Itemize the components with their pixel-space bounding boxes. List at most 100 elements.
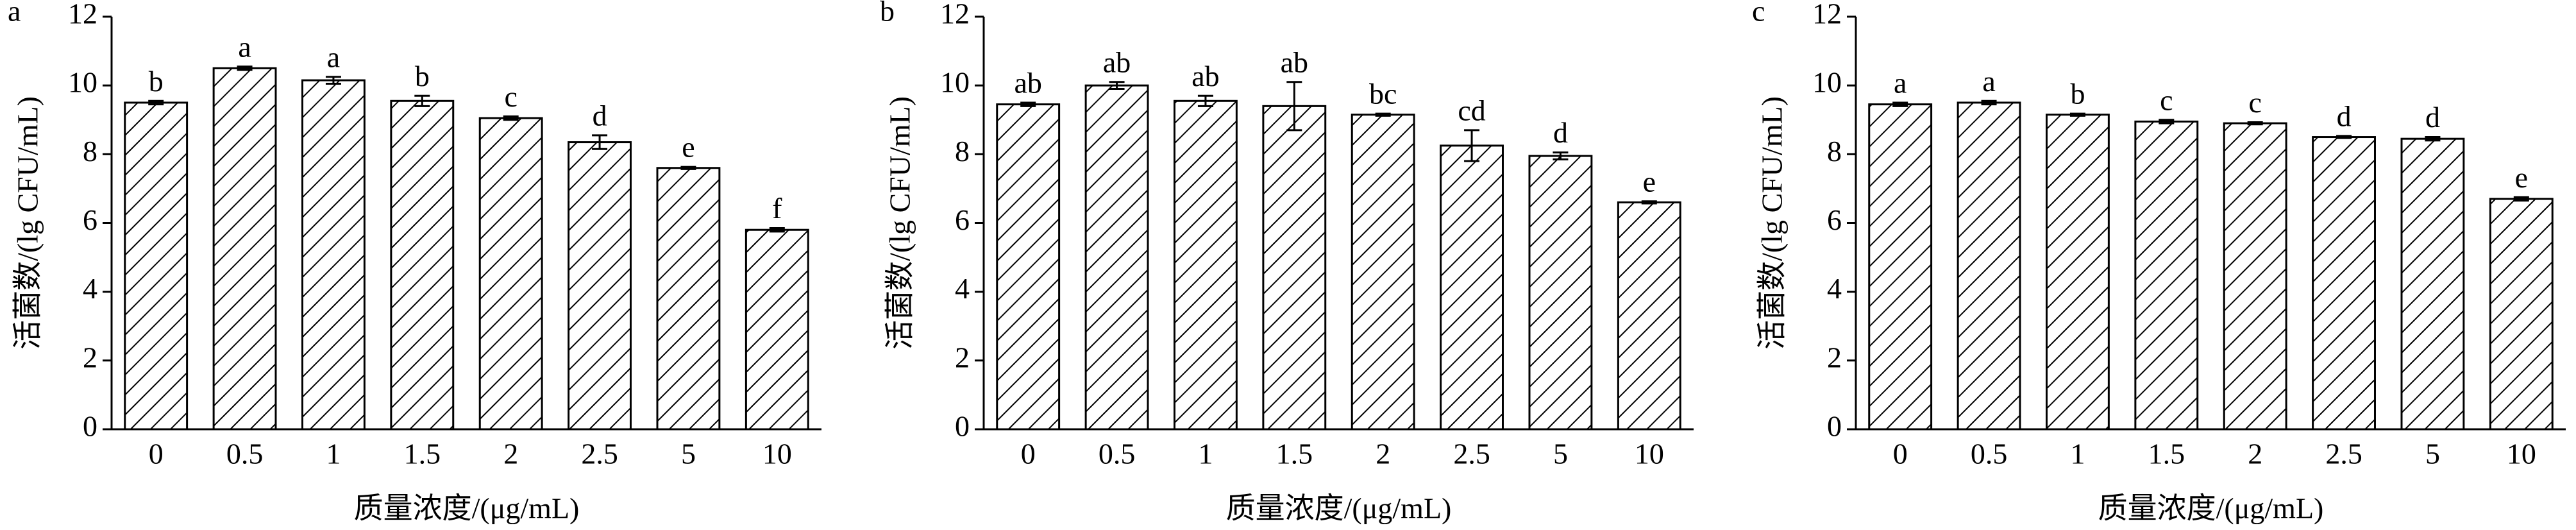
error-bar (1197, 94, 1213, 107)
significance-label: ab (1191, 60, 1219, 92)
error-bar (2513, 196, 2529, 202)
significance-label: d (2337, 99, 2352, 132)
bar (390, 99, 455, 431)
error-bar (1892, 101, 1908, 107)
error-bar (2336, 135, 2352, 139)
error-bar (592, 134, 608, 150)
significance-label: b (415, 60, 430, 92)
y-tick-label: 10 (940, 66, 970, 99)
significance-label: a (1894, 67, 1907, 99)
error-bar (1464, 129, 1480, 162)
y-tick-label: 8 (955, 135, 970, 167)
x-tick-label: 2 (1376, 438, 1390, 470)
bar (2400, 137, 2465, 431)
significance-label: d (1553, 116, 1568, 149)
y-tick-label: 12 (940, 0, 970, 30)
significance-label: ab (1103, 46, 1131, 78)
x-tick-label: 10 (2507, 438, 2536, 470)
error-bar (148, 99, 164, 106)
y-tick-label: 0 (83, 410, 97, 443)
x-tick-label: 0.5 (1971, 438, 2008, 470)
x-tick-label: 2 (503, 438, 518, 470)
significance-label: a (238, 30, 251, 63)
bar (1617, 201, 1681, 431)
x-tick-label: 10 (762, 438, 792, 470)
x-tick-label: 0 (1021, 438, 1036, 470)
x-axis-label: 质量浓度/(μg/mL) (1226, 492, 1452, 525)
y-tick-label: 6 (1827, 203, 1842, 236)
x-tick-label: 0.5 (1099, 438, 1136, 470)
significance-label: ab (1014, 67, 1041, 99)
bar (1528, 155, 1593, 431)
bar (996, 103, 1061, 431)
bar (212, 67, 277, 431)
significance-label: f (772, 192, 782, 225)
bar (1084, 84, 1149, 431)
significance-label: c (504, 80, 517, 113)
x-tick-label: 1.5 (404, 438, 441, 470)
y-tick-label: 4 (1827, 272, 1842, 305)
bar (1440, 144, 1504, 431)
error-bar (2159, 119, 2175, 124)
x-tick-label: 2.5 (2325, 438, 2362, 470)
panel-label: b (880, 0, 895, 28)
bar (568, 141, 632, 431)
y-tick-label: 8 (1827, 135, 1842, 167)
x-tick-label: 2.5 (581, 438, 618, 470)
significance-label: e (1643, 165, 1656, 198)
x-tick-label: 1 (1198, 438, 1213, 470)
significance-label: d (2425, 101, 2440, 133)
y-tick-label: 4 (955, 272, 970, 305)
x-tick-label: 1 (2070, 438, 2085, 470)
x-tick-label: 2 (2248, 438, 2262, 470)
x-tick-label: 5 (2425, 438, 2440, 470)
significance-label: d (593, 99, 607, 132)
significance-label: b (2070, 78, 2085, 110)
x-tick-label: 2.5 (1453, 438, 1490, 470)
panel-label: c (1752, 0, 1765, 28)
y-axis-label: 活菌数/(lg CFU/mL) (12, 96, 44, 350)
error-bar (237, 65, 253, 71)
y-tick-label: 4 (83, 272, 97, 305)
x-tick-label: 0 (1893, 438, 1908, 470)
error-bar (1553, 151, 1569, 160)
y-tick-label: 6 (955, 203, 970, 236)
bar (2223, 122, 2287, 431)
x-tick-label: 0.5 (226, 438, 264, 470)
y-tick-label: 10 (1812, 66, 1842, 99)
error-bar (1109, 81, 1125, 90)
significance-label: a (1982, 65, 1995, 98)
bar (2134, 120, 2199, 431)
error-bar (1375, 112, 1391, 117)
bar (1868, 103, 1933, 431)
error-bar (2069, 112, 2085, 117)
x-tick-label: 5 (681, 438, 696, 470)
x-tick-label: 5 (1553, 438, 1568, 470)
y-tick-label: 0 (955, 410, 970, 443)
error-bar (325, 76, 341, 85)
error-bar (2425, 136, 2441, 142)
bar (301, 79, 366, 431)
x-tick-label: 1 (326, 438, 341, 470)
bar (1262, 105, 1327, 431)
significance-label: c (2160, 83, 2173, 116)
significance-label: cd (1458, 94, 1485, 126)
bar (2046, 114, 2110, 431)
significance-label: e (2515, 161, 2528, 194)
error-bar (2247, 121, 2263, 126)
error-bar (503, 115, 519, 121)
axes (1855, 17, 2566, 431)
significance-label: c (2248, 86, 2261, 119)
bar (1174, 99, 1238, 431)
x-tick-label: 1.5 (2148, 438, 2185, 470)
significance-label: bc (1369, 78, 1397, 110)
error-bar (769, 227, 785, 233)
y-axis-label: 活菌数/(lg CFU/mL) (884, 96, 916, 350)
error-bar (680, 166, 696, 170)
x-tick-label: 0 (149, 438, 164, 470)
significance-label: b (149, 65, 164, 98)
error-bar (1981, 99, 1997, 106)
x-axis-label: 质量浓度/(μg/mL) (2098, 492, 2324, 525)
y-tick-label: 2 (83, 341, 97, 373)
